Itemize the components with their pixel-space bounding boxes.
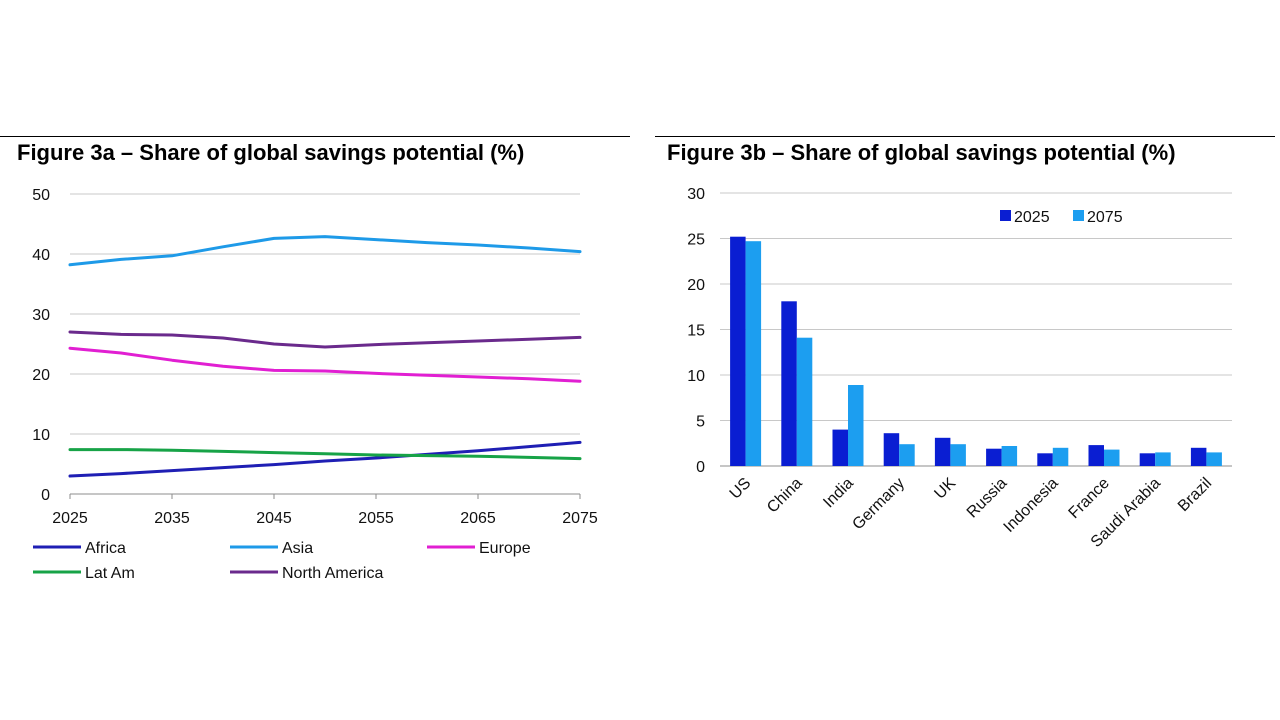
bar-saudi-arabia-2075 <box>1155 452 1171 466</box>
x-tick-label: 2025 <box>52 510 88 527</box>
figure-3b-title: Figure 3b – Share of global savings pote… <box>667 140 1176 165</box>
bar-brazil-2075 <box>1206 452 1222 466</box>
legend-label-north-america: North America <box>282 565 383 582</box>
series-line-europe <box>68 346 582 383</box>
category-label-us: US <box>727 475 755 503</box>
legend-swatch-2075 <box>1073 210 1084 221</box>
bar-india-2025 <box>832 429 848 466</box>
bar-germany-2075 <box>899 444 915 466</box>
figure-3b-top-rule <box>655 136 1275 137</box>
legend-swatch-2025 <box>1000 210 1011 221</box>
bar-saudi-arabia-2025 <box>1139 453 1156 466</box>
series-line-north-america <box>68 330 582 349</box>
bar-uk-2025 <box>934 437 951 466</box>
figure-3a-top-rule <box>0 136 630 137</box>
legend-label-africa: Africa <box>85 540 126 557</box>
legend-label-lat-am: Lat Am <box>85 565 135 582</box>
bar-france-2025 <box>1088 445 1104 466</box>
y-tick-label: 15 <box>687 323 705 340</box>
y-tick-label: 5 <box>696 414 705 431</box>
y-tick-label: 40 <box>32 247 50 264</box>
y-tick-label: 10 <box>687 368 705 385</box>
y-tick-label: 25 <box>687 232 705 249</box>
category-label-russia: Russia <box>964 475 1011 522</box>
y-tick-label: 30 <box>687 186 705 203</box>
bar-uk-2075 <box>950 444 966 466</box>
category-label-china: China <box>764 475 806 517</box>
series-line-asia <box>68 235 582 267</box>
category-label-indonesia: Indonesia <box>1001 475 1062 536</box>
bar-china-2075 <box>796 337 813 466</box>
bar-china-2025 <box>781 301 797 466</box>
x-tick-label: 2045 <box>256 510 292 527</box>
legend-label-europe: Europe <box>479 540 531 557</box>
x-tick-label: 2065 <box>460 510 496 527</box>
legend-label-asia: Asia <box>282 540 313 557</box>
y-tick-label: 30 <box>32 307 50 324</box>
figure-3a-title: Figure 3a – Share of global savings pote… <box>17 140 525 165</box>
category-label-germany: Germany <box>849 475 908 534</box>
y-tick-label: 20 <box>32 367 50 384</box>
x-tick-label: 2035 <box>154 510 190 527</box>
bar-indonesia-2025 <box>1037 453 1053 466</box>
y-tick-label: 50 <box>32 187 50 204</box>
bar-us-2075 <box>745 241 762 466</box>
series-line-lat-am <box>68 448 582 461</box>
x-tick-label: 2055 <box>358 510 394 527</box>
category-label-uk: UK <box>931 475 959 503</box>
bar-germany-2025 <box>883 433 900 466</box>
y-tick-label: 0 <box>696 459 705 476</box>
category-label-india: India <box>820 475 857 512</box>
series-line-africa <box>68 440 582 478</box>
bar-russia-2075 <box>1001 446 1018 466</box>
bar-india-2075 <box>848 385 864 466</box>
bar-france-2075 <box>1104 449 1120 466</box>
legend-label-2075: 2075 <box>1087 209 1123 226</box>
y-tick-label: 10 <box>32 427 50 444</box>
bar-us-2025 <box>730 236 746 466</box>
bar-brazil-2025 <box>1190 447 1207 466</box>
x-tick-label: 2075 <box>562 510 598 527</box>
category-label-france: France <box>1066 475 1113 522</box>
bar-indonesia-2075 <box>1052 447 1069 466</box>
y-tick-label: 20 <box>687 277 705 294</box>
category-label-brazil: Brazil <box>1175 475 1215 515</box>
figure-3a-line-chart: 0 10 20 30 40 50 2025 2035 2045 2055 2065 2075 Afric… <box>32 187 598 582</box>
bar-russia-2025 <box>986 448 1002 466</box>
y-tick-label: 0 <box>41 487 50 504</box>
legend-label-2025: 2025 <box>1014 209 1050 226</box>
